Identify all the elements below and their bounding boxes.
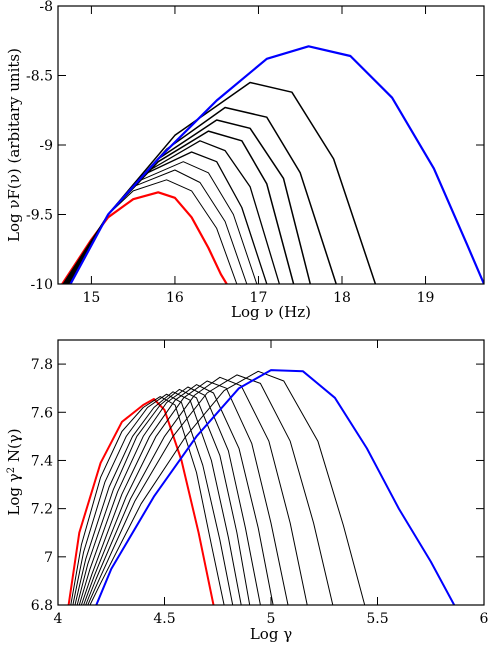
electron-x-tick-label: 4.5 (153, 611, 175, 627)
electron-series-line-10 (87, 374, 334, 605)
sed-x-tick-label: 19 (417, 290, 435, 306)
electron-x-axis-title: Log γ (250, 625, 292, 643)
sed-series-line-4 (64, 161, 258, 284)
electron-series-line-11 (89, 370, 366, 605)
sed-ticks: 15 16 17 18 19 -10 -9.5 -9 -8.5 -8 (26, 0, 484, 306)
electron-y-axis-title-suffix: N(γ) (5, 428, 23, 467)
electron-y-tick-label: 7.2 (31, 502, 53, 518)
sed-y-tick-label: -8 (39, 0, 53, 15)
sed-x-axis-title: Log ν (Hz) (231, 303, 311, 321)
sed-y-tick-label: -8.5 (26, 69, 53, 85)
sed-series-line-11 (69, 45, 484, 284)
sed-x-tick-label: 17 (250, 290, 268, 306)
electron-series-line-12 (95, 369, 456, 605)
sed-series-line-6 (65, 140, 281, 284)
electron-series-line-9 (85, 376, 308, 605)
sed-y-tick-label: -10 (30, 277, 53, 293)
electron-series-line-2 (70, 396, 225, 605)
electron-series-line-6 (78, 386, 261, 605)
sed-y-axis-title: Log νF(ν) (arbitary units) (5, 48, 23, 242)
electron-x-tick-label: 5 (267, 611, 276, 627)
electron-y-tick-label: 7.8 (31, 357, 53, 373)
sed-y-tick-label: -9.5 (26, 208, 53, 224)
electron-spectrum-chart: 4 4.5 5 5.5 66.877.27.47.67.8 Log γ Log γ2 N… (5, 339, 489, 643)
electron-series-line-5 (76, 388, 251, 605)
electron-y-tick-label: 7.4 (31, 453, 53, 469)
electron-y-tick-label: 7 (44, 550, 53, 566)
electron-plot-lines (67, 369, 456, 605)
electron-ticks: 4 4.5 5 5.5 6 6.8 7 7.2 7.4 7.6 7.8 (31, 340, 489, 627)
electron-series-line-4 (74, 391, 242, 605)
electron-y-tick-label: 6.8 (31, 598, 53, 614)
electron-x-tick-label: 5.5 (366, 611, 388, 627)
sed-series-line-10 (69, 81, 377, 284)
sed-chart: 15 16 17 18 19 -10 -9.5 -9 -8.5 -8 Log ν (Hz) Log… (5, 0, 485, 321)
electron-series-line-8 (83, 380, 289, 605)
electron-y-axis-title-exponent: 2 (6, 467, 17, 473)
sed-x-tick-label: 18 (333, 290, 351, 306)
sed-x-tick-label: 15 (82, 290, 100, 306)
sed-series-line-8 (67, 119, 312, 284)
electron-y-axis-title: Log γ2 N(γ) (5, 428, 23, 515)
electron-y-axis-title-prefix: Log γ (5, 473, 23, 515)
sed-plot-lines (61, 45, 484, 284)
electron-y-tick-label: 7.6 (31, 405, 53, 421)
electron-plot-frame (57, 339, 485, 606)
sed-series-line-3 (63, 169, 248, 284)
electron-series-line-3 (72, 393, 234, 605)
sed-y-tick-label: -9 (39, 138, 53, 154)
sed-x-tick-label: 16 (166, 290, 184, 306)
electron-series-line-1 (67, 398, 215, 605)
electron-x-tick-label: 4 (54, 611, 63, 627)
electron-series-line-7 (80, 384, 274, 605)
sed-series-line-5 (64, 151, 268, 284)
electron-x-tick-label: 6 (480, 611, 489, 627)
